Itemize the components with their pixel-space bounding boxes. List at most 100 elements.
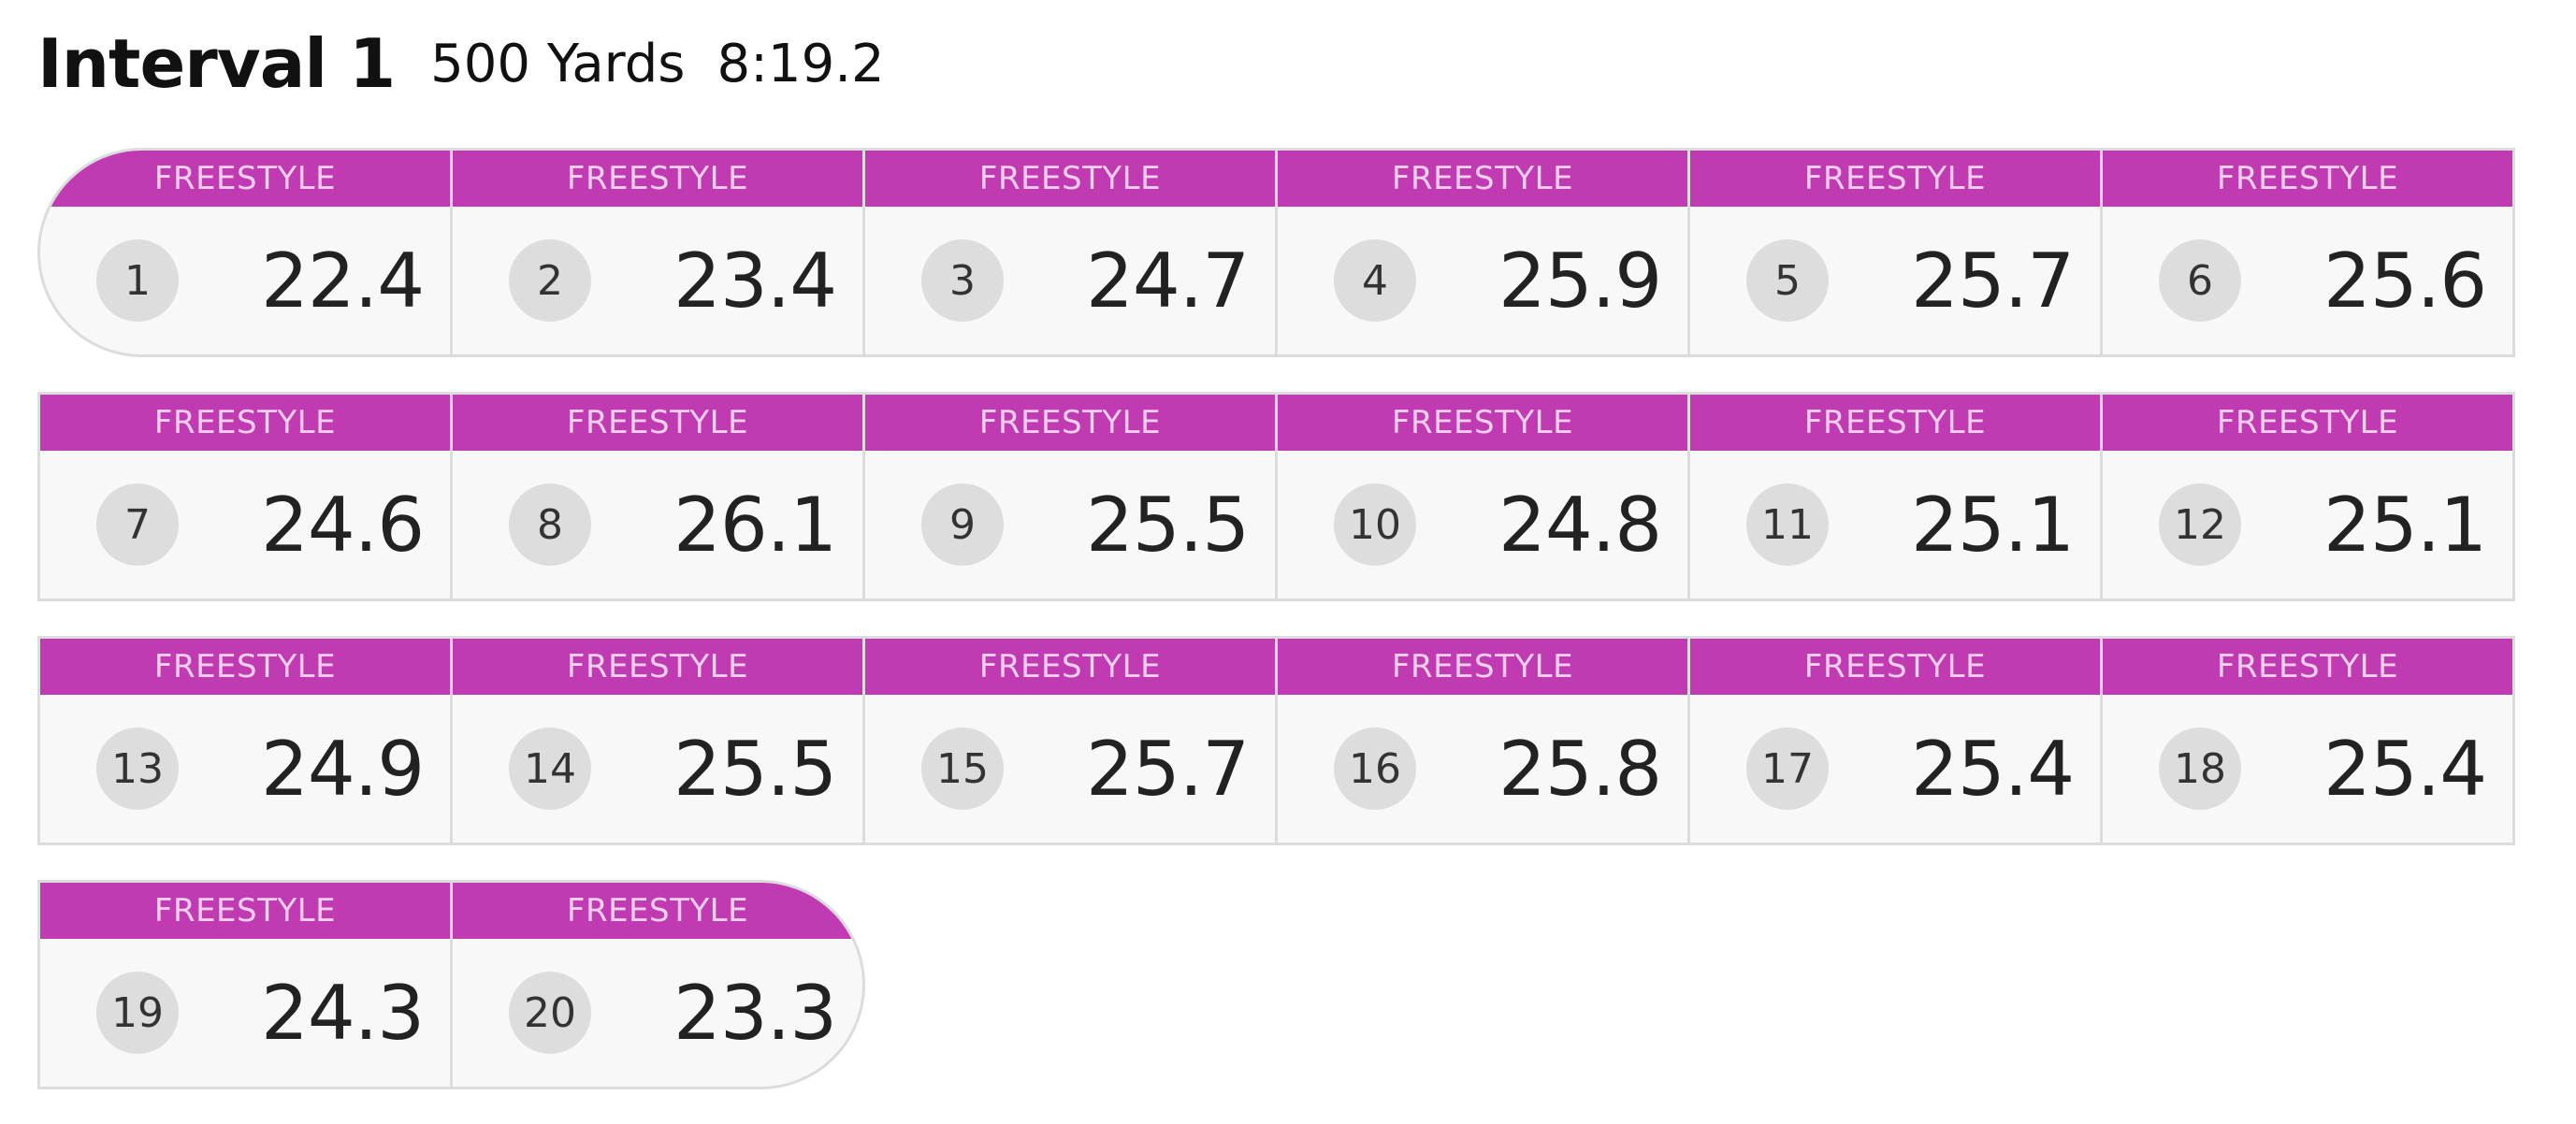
stroke-label: FREESTYLE xyxy=(1278,151,1687,207)
interval-header: Interval 1 500 Yards 8:19.2 xyxy=(37,17,885,110)
lap-cell[interactable]: FREESTYLE 6 25.6 xyxy=(2100,148,2515,357)
lap-number-badge: 17 xyxy=(1746,728,1829,810)
stroke-label: FREESTYLE xyxy=(865,151,1275,207)
stroke-label: FREESTYLE xyxy=(865,395,1275,451)
lap-cell[interactable]: FREESTYLE 18 25.4 xyxy=(2100,636,2515,845)
lap-time: 25.5 xyxy=(673,725,837,813)
lap-cell[interactable]: FREESTYLE 13 24.9 xyxy=(37,636,453,845)
lap-body: 10 24.8 xyxy=(1278,451,1687,598)
lap-time: 25.1 xyxy=(1911,481,2075,569)
lap-cell[interactable]: FREESTYLE 1 22.4 xyxy=(37,148,453,357)
lap-cell[interactable]: FREESTYLE 3 24.7 xyxy=(862,148,1278,357)
lap-body: 16 25.8 xyxy=(1278,695,1687,843)
interval-total-time: 8:19.2 xyxy=(716,33,885,94)
lap-body: 1 22.4 xyxy=(40,207,450,354)
stroke-label: FREESTYLE xyxy=(453,395,862,451)
lap-cell[interactable]: FREESTYLE 7 24.6 xyxy=(37,392,453,601)
lap-body: 19 24.3 xyxy=(40,939,450,1087)
lap-number-badge: 20 xyxy=(509,972,591,1054)
lap-body: 7 24.6 xyxy=(40,451,450,598)
lap-body: 18 25.4 xyxy=(2103,695,2512,843)
lap-cell[interactable]: FREESTYLE 9 25.5 xyxy=(862,392,1278,601)
laps-row: FREESTYLE 1 22.4 FREESTYLE 2 23.4 FREESTYLE 3 24… xyxy=(37,148,2515,357)
laps-grid: FREESTYLE 1 22.4 FREESTYLE 2 23.4 FREESTYLE 3 24… xyxy=(37,148,2515,1124)
lap-number-badge: 18 xyxy=(2159,728,2241,810)
stroke-label: FREESTYLE xyxy=(453,151,862,207)
lap-time: 25.1 xyxy=(2323,481,2487,569)
lap-body: 8 26.1 xyxy=(453,451,862,598)
lap-body: 17 25.4 xyxy=(1690,695,2100,843)
lap-time: 24.8 xyxy=(1498,481,1662,569)
stroke-label: FREESTYLE xyxy=(40,639,450,695)
interval-title: Interval 1 xyxy=(37,24,396,103)
lap-time: 25.8 xyxy=(1498,725,1662,813)
lap-number-badge: 19 xyxy=(96,972,179,1054)
laps-row: FREESTYLE 7 24.6 FREESTYLE 8 26.1 FREESTYLE 9 25… xyxy=(37,392,2515,601)
lap-cell[interactable]: FREESTYLE 2 23.4 xyxy=(450,148,865,357)
lap-cell[interactable]: FREESTYLE 17 25.4 xyxy=(1687,636,2103,845)
lap-cell[interactable]: FREESTYLE 10 24.8 xyxy=(1275,392,1690,601)
lap-number-badge: 11 xyxy=(1746,483,1829,566)
lap-number-badge: 13 xyxy=(96,728,179,810)
lap-body: 13 24.9 xyxy=(40,695,450,843)
lap-number-badge: 16 xyxy=(1334,728,1416,810)
lap-time: 25.4 xyxy=(2323,725,2487,813)
lap-number-badge: 8 xyxy=(509,483,591,566)
lap-number-badge: 2 xyxy=(509,239,591,322)
lap-number-badge: 9 xyxy=(921,483,1004,566)
lap-cell[interactable]: FREESTYLE 11 25.1 xyxy=(1687,392,2103,601)
lap-cell[interactable]: FREESTYLE 15 25.7 xyxy=(862,636,1278,845)
interval-distance: 500 Yards xyxy=(430,33,686,94)
lap-cell[interactable]: FREESTYLE 8 26.1 xyxy=(450,392,865,601)
lap-number-badge: 12 xyxy=(2159,483,2241,566)
lap-time: 23.3 xyxy=(673,969,837,1057)
lap-number-badge: 6 xyxy=(2159,239,2241,322)
stroke-label: FREESTYLE xyxy=(40,395,450,451)
stroke-label: FREESTYLE xyxy=(1690,395,2100,451)
lap-time: 25.7 xyxy=(1086,725,1250,813)
stroke-label: FREESTYLE xyxy=(1690,151,2100,207)
lap-cell[interactable]: FREESTYLE 19 24.3 xyxy=(37,880,453,1089)
lap-body: 4 25.9 xyxy=(1278,207,1687,354)
lap-number-badge: 10 xyxy=(1334,483,1416,566)
stroke-label: FREESTYLE xyxy=(2103,151,2512,207)
lap-time: 25.5 xyxy=(1086,481,1250,569)
lap-cell[interactable]: FREESTYLE 12 25.1 xyxy=(2100,392,2515,601)
lap-time: 24.6 xyxy=(261,481,425,569)
stroke-label: FREESTYLE xyxy=(865,639,1275,695)
lap-cell[interactable]: FREESTYLE 5 25.7 xyxy=(1687,148,2103,357)
lap-number-badge: 3 xyxy=(921,239,1004,322)
lap-number-badge: 14 xyxy=(509,728,591,810)
lap-time: 25.9 xyxy=(1498,237,1662,324)
lap-body: 5 25.7 xyxy=(1690,207,2100,354)
lap-cell[interactable]: FREESTYLE 14 25.5 xyxy=(450,636,865,845)
stroke-label: FREESTYLE xyxy=(1278,639,1687,695)
stroke-label: FREESTYLE xyxy=(40,883,450,939)
stroke-label: FREESTYLE xyxy=(2103,395,2512,451)
lap-body: 3 24.7 xyxy=(865,207,1275,354)
lap-body: 2 23.4 xyxy=(453,207,862,354)
stroke-label: FREESTYLE xyxy=(453,883,862,939)
lap-time: 25.7 xyxy=(1911,237,2075,324)
lap-body: 11 25.1 xyxy=(1690,451,2100,598)
lap-body: 6 25.6 xyxy=(2103,207,2512,354)
lap-time: 24.7 xyxy=(1086,237,1250,324)
laps-row: FREESTYLE 19 24.3 FREESTYLE 20 23.3 xyxy=(37,880,2515,1089)
lap-body: 15 25.7 xyxy=(865,695,1275,843)
lap-number-badge: 7 xyxy=(96,483,179,566)
lap-time: 24.3 xyxy=(261,969,425,1057)
stroke-label: FREESTYLE xyxy=(40,151,450,207)
lap-time: 25.6 xyxy=(2323,237,2487,324)
lap-body: 12 25.1 xyxy=(2103,451,2512,598)
lap-cell[interactable]: FREESTYLE 4 25.9 xyxy=(1275,148,1690,357)
lap-body: 20 23.3 xyxy=(453,939,862,1087)
lap-number-badge: 15 xyxy=(921,728,1004,810)
lap-number-badge: 5 xyxy=(1746,239,1829,322)
lap-time: 24.9 xyxy=(261,725,425,813)
stroke-label: FREESTYLE xyxy=(1278,395,1687,451)
lap-number-badge: 1 xyxy=(96,239,179,322)
laps-row: FREESTYLE 13 24.9 FREESTYLE 14 25.5 FREESTYLE 1… xyxy=(37,636,2515,845)
stroke-label: FREESTYLE xyxy=(1690,639,2100,695)
lap-cell[interactable]: FREESTYLE 20 23.3 xyxy=(450,880,865,1089)
lap-cell[interactable]: FREESTYLE 16 25.8 xyxy=(1275,636,1690,845)
